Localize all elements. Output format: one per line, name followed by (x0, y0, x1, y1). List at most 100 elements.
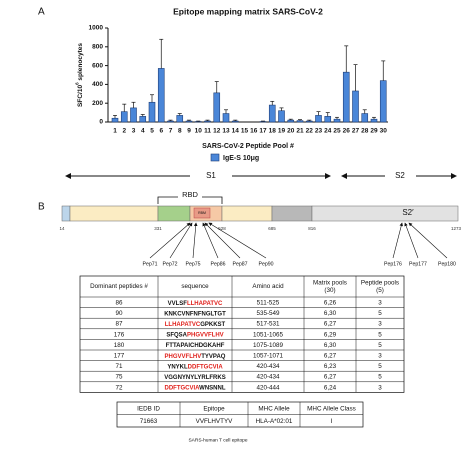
table-header: sequence (181, 283, 209, 290)
bar (296, 120, 304, 123)
y-tick-label: 600 (92, 62, 103, 69)
peptide-arrow (408, 222, 448, 259)
bar (361, 113, 369, 123)
rbm (193, 207, 211, 219)
peptide-label: Pep90 (258, 261, 273, 267)
bar (176, 115, 184, 123)
table-cell: VVFLHVTYV (196, 418, 234, 425)
bar (370, 118, 378, 123)
x-tick-label: 7 (169, 128, 173, 135)
sequence-part: PHGVVFLHV (165, 353, 202, 359)
table-cell: 6,26 (324, 299, 337, 306)
sequence-part: FTTAPAICHDGKAHF (166, 343, 225, 349)
table-cell: 420-434 (256, 363, 280, 370)
x-tick-label: 6 (159, 128, 163, 135)
x-tick-label: 1 (113, 128, 117, 135)
domain-label: S2′ (402, 208, 414, 217)
peptide-arrow (169, 222, 193, 259)
x-tick-label: 4 (141, 128, 145, 135)
bar (185, 120, 193, 123)
x-tick-label: 16 (250, 128, 258, 135)
peptide-label: Pep87 (232, 261, 247, 267)
peptide-arrow (404, 222, 419, 259)
bar (315, 115, 322, 123)
table-header: Amino acid (252, 283, 284, 290)
table-cell: 72 (115, 384, 123, 391)
table-cell: I (331, 418, 333, 425)
x-tick-label: 26 (343, 128, 351, 135)
sequence-cell: PHGVVFLHVTYVPAQ (165, 353, 226, 359)
table-cell: 6,27 (324, 321, 337, 328)
sequence-part: LLHAPATVC (187, 300, 223, 306)
residue-label: 816 (308, 226, 316, 231)
x-tick-label: 3 (132, 128, 136, 135)
table-cell: 6,27 (324, 374, 337, 381)
table-cell: 87 (115, 321, 123, 328)
x-tick-label: 30 (380, 128, 388, 135)
chart-title: Epitope mapping matrix SARS-CoV-2 (173, 6, 323, 16)
x-tick-label: 20 (287, 128, 295, 135)
sequence-cell: FTTAPAICHDGKAHF (166, 343, 225, 349)
sequence-cell: LLHAPATVCGPKKST (165, 322, 226, 328)
table-header: Dominant peptides # (90, 283, 148, 290)
sequence-part: LLHAPATVC (165, 322, 201, 328)
bar (204, 120, 211, 123)
table-header: (5) (376, 287, 384, 294)
table-header: MHC Allele Class (307, 405, 356, 412)
bar (352, 90, 359, 123)
table-cell: 71663 (140, 418, 158, 425)
y-tick-label: 200 (92, 100, 103, 107)
sequence-part: VGGNYNYLYRLFRKS (164, 375, 225, 381)
peptide-arrow (192, 222, 198, 259)
bar (333, 118, 341, 123)
sequence-part: KNKCVNFNFNGLTGT (164, 311, 226, 317)
table-cell: 3 (378, 299, 382, 306)
table-cell: 6,30 (324, 310, 337, 317)
bar (268, 104, 276, 123)
table-cell: 1051-1065 (253, 331, 284, 338)
x-tick-label: 29 (370, 128, 378, 135)
table-cell: 6,29 (324, 331, 337, 338)
sequence-part: YNYKL (167, 364, 188, 370)
table-cell: 5 (378, 310, 382, 317)
peptide-arrow (204, 222, 241, 259)
x-tick-label: 28 (361, 128, 369, 135)
y-tick-label: 400 (92, 81, 103, 88)
x-tick-label: 18 (269, 128, 277, 135)
sd (221, 205, 273, 222)
ntd (69, 205, 159, 222)
bar (379, 80, 387, 123)
x-tick-label: 5 (150, 128, 154, 135)
sequence-cell: DDFTGCVIAWNSNNL (164, 385, 225, 391)
bar (139, 116, 147, 123)
domain-label: RBD (182, 190, 198, 199)
sequence-part: WNSNNL (199, 385, 226, 391)
x-tick-label: 17 (259, 128, 267, 135)
table-cell: 6,27 (324, 352, 337, 359)
legend-label: IgE-S 10μg (223, 155, 259, 162)
rbm-label: RBM (198, 211, 206, 215)
table-cell: 5 (378, 331, 382, 338)
sequence-part: DDFTGCVIA (188, 364, 224, 370)
sequence-part: VVLSF (168, 300, 188, 306)
bar (342, 71, 350, 123)
domain-label: S1 (206, 171, 216, 180)
table-cell: 1057-1071 (253, 352, 284, 359)
table-cell: 180 (114, 342, 125, 349)
table-frame (79, 275, 405, 393)
peptide-label: Pep72 (162, 261, 177, 267)
table-cell: 5 (378, 363, 382, 370)
y-tick-label: 0 (99, 119, 103, 126)
y-axis-label-part: SFC/10 (77, 85, 84, 107)
table-cell: 3 (378, 384, 382, 391)
bar (157, 68, 165, 123)
x-tick-label: 25 (333, 128, 341, 135)
sequence-part: SFQSA (166, 332, 187, 338)
peptide-arrow (149, 222, 191, 259)
fp (271, 205, 313, 222)
residue-label: 1273 (451, 226, 462, 231)
sequence-part: TYVPAQ (201, 353, 226, 359)
table-header: IEDB ID (137, 405, 160, 412)
peptide-label: Pep177 (409, 261, 427, 267)
table-cell: 3 (378, 321, 382, 328)
